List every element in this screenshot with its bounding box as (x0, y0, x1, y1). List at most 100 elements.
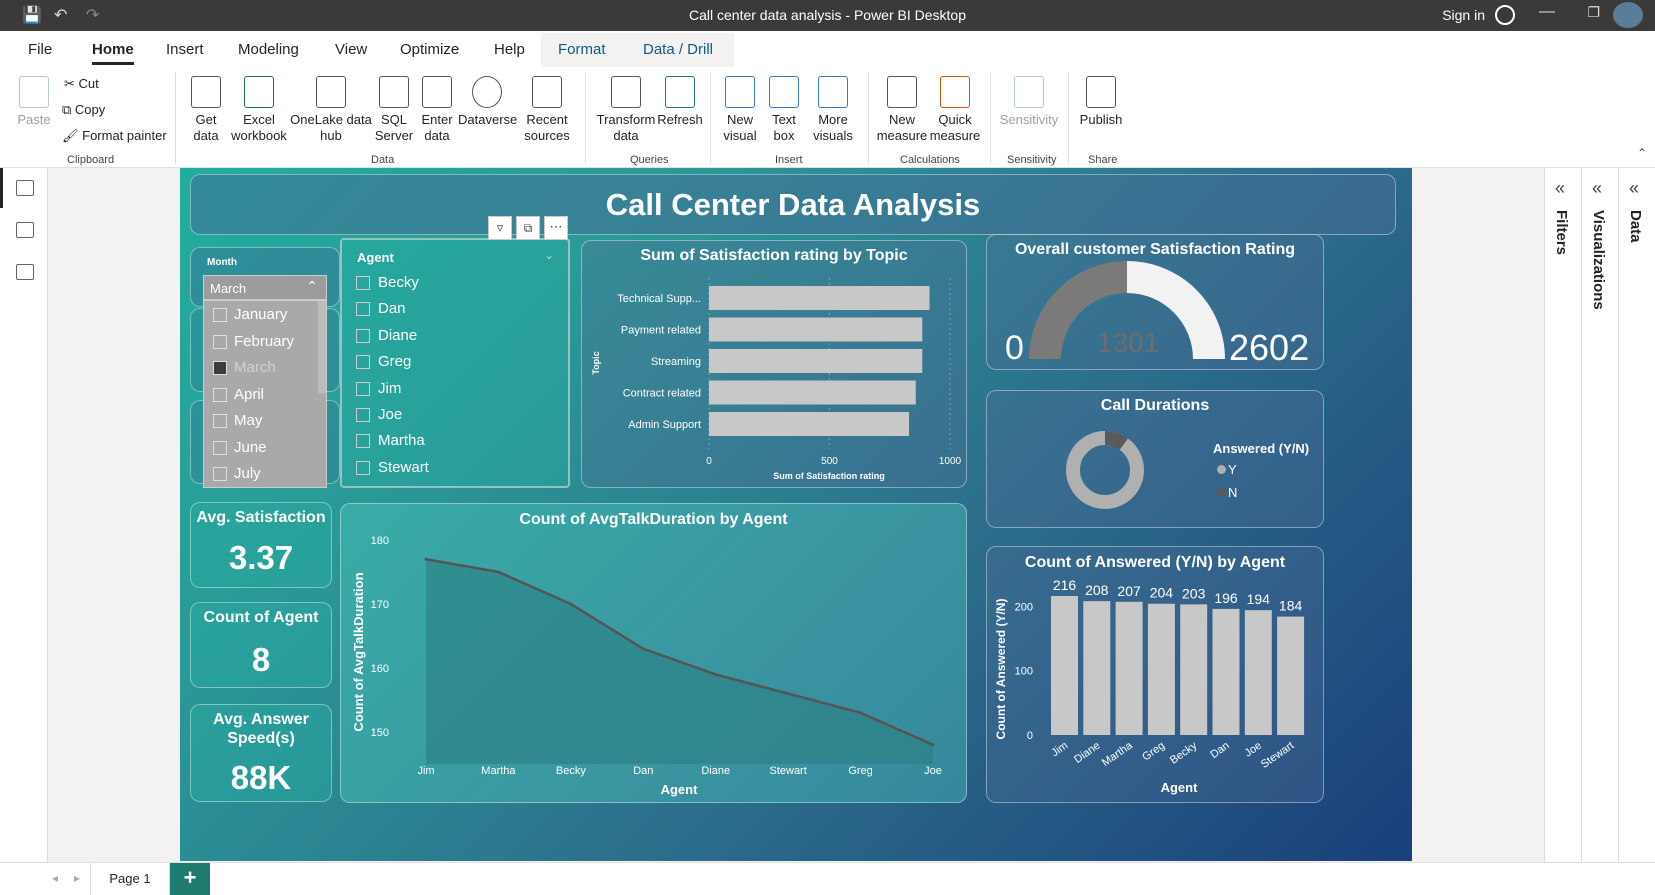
transform-data-button[interactable]: Transform data (592, 76, 660, 144)
checkbox[interactable] (213, 440, 227, 455)
checkbox[interactable] (213, 414, 227, 428)
checkbox[interactable] (356, 460, 370, 475)
month-item-june[interactable]: June (204, 437, 314, 461)
next-page-icon[interactable]: ▸ (74, 871, 81, 885)
more-visuals-button[interactable]: More visuals (806, 76, 860, 144)
report-view-icon[interactable] (16, 180, 34, 196)
excel-workbook-button[interactable]: Excel workbook (228, 76, 290, 144)
menu-insert[interactable]: Insert (166, 41, 204, 58)
agent-item-martha[interactable]: Martha (354, 430, 554, 454)
prev-page-icon[interactable]: ◂ (52, 871, 59, 885)
answered-by-agent-chart[interactable]: Count of Answered (Y/N) by Agent 0 100 200… (986, 546, 1324, 803)
undo-icon[interactable]: ↶ (54, 7, 68, 24)
month-list-scrollbar[interactable] (318, 301, 326, 393)
month-item-march[interactable]: March (204, 357, 314, 381)
agent-item-label: Jim (378, 379, 402, 397)
text-box-button[interactable]: Text box (762, 76, 806, 144)
more-options-icon[interactable]: ⋯ (544, 216, 568, 240)
chevron-down-icon[interactable]: ⌄ (543, 248, 554, 262)
checkbox[interactable] (356, 302, 370, 317)
menu-data-drill[interactable]: Data / Drill (643, 41, 714, 58)
save-icon[interactable]: 💾 (22, 7, 42, 24)
account-icon[interactable] (1495, 5, 1515, 25)
add-page-button[interactable]: + (170, 863, 210, 895)
chevrons-left-icon[interactable]: « (1555, 178, 1566, 198)
recent-sources-button[interactable]: Recent sources (516, 76, 578, 144)
menu-optimize[interactable]: Optimize (400, 41, 460, 58)
model-view-icon[interactable] (16, 264, 34, 280)
collapse-ribbon-icon[interactable]: ⌃ (1636, 146, 1647, 160)
new-measure-button[interactable]: New measure (876, 76, 928, 144)
dataverse-button[interactable]: Dataverse (458, 76, 517, 128)
onelake-button[interactable]: OneLake data hub (290, 76, 372, 144)
sign-in-link[interactable]: Sign in (1442, 7, 1485, 23)
table-view-icon[interactable] (16, 222, 34, 238)
checkbox[interactable] (213, 387, 227, 402)
checkbox[interactable] (356, 381, 370, 396)
cut-button[interactable]: ✂ Cut (64, 76, 99, 91)
paste-button[interactable]: Paste (14, 76, 54, 128)
checkbox[interactable] (213, 361, 227, 375)
agent-item-greg[interactable]: Greg (354, 351, 554, 375)
checkbox[interactable] (356, 328, 370, 343)
month-item-february[interactable]: February (204, 331, 314, 355)
screenshot-tool-icon[interactable] (1613, 2, 1643, 28)
agent-item-jim[interactable]: Jim (354, 378, 554, 402)
refresh-button[interactable]: Refresh (656, 76, 704, 128)
satisfaction-gauge-card[interactable]: Overall customer Satisfaction Rating 0 1… (986, 234, 1324, 370)
agent-item-joe[interactable]: Joe (354, 404, 554, 428)
month-item-january[interactable]: January (204, 304, 314, 328)
agent-item-stewart[interactable]: Stewart (354, 457, 554, 481)
restore-icon[interactable]: ❐ (1587, 4, 1600, 20)
agent-item-diane[interactable]: Diane (354, 325, 554, 349)
checkbox[interactable] (213, 308, 227, 322)
x-tick-label: Greg (848, 765, 872, 777)
filter-icon[interactable]: ▿ (488, 216, 512, 240)
new-visual-button[interactable]: New visual (718, 76, 762, 144)
agent-item-label: Martha (378, 432, 425, 450)
call-durations-card[interactable]: Call Durations Answered (Y/N) Y N (986, 390, 1324, 528)
minimize-icon[interactable]: — (1539, 3, 1555, 20)
satisfaction-by-topic-chart[interactable]: Sum of Satisfaction rating by Topic 0 500… (581, 240, 967, 488)
chevron-up-icon[interactable]: ⌃ (306, 278, 318, 294)
chevrons-left-icon[interactable]: « (1629, 178, 1640, 198)
sensitivity-button[interactable]: Sensitivity (996, 76, 1062, 128)
month-dropdown[interactable]: March ⌃ (203, 275, 327, 300)
menu-file[interactable]: File (28, 41, 53, 58)
sql-server-button[interactable]: SQL Server (372, 76, 416, 144)
menu-view[interactable]: View (335, 41, 368, 58)
format-painter-button[interactable]: 🖌 Format painter (62, 128, 167, 143)
checkbox[interactable] (356, 408, 370, 422)
menu-modeling[interactable]: Modeling (238, 41, 299, 58)
visualizations-pane[interactable]: « Visualizations (1581, 168, 1617, 862)
copy-button[interactable]: ⧉ Copy (62, 102, 106, 117)
checkbox[interactable] (356, 276, 370, 290)
redo-icon[interactable]: ↷ (86, 7, 100, 24)
checkbox[interactable] (213, 334, 227, 349)
agent-item-becky[interactable]: Becky (354, 272, 554, 296)
quick-measure-button[interactable]: Quick measure (928, 76, 982, 144)
enter-data-button[interactable]: Enter data (416, 76, 458, 144)
agent-slicer[interactable]: Agent ⌄ Becky Dan Diane Greg Jim Joe Martha Ste… (340, 238, 570, 488)
chevrons-left-icon[interactable]: « (1592, 178, 1603, 198)
checkbox[interactable] (356, 355, 370, 370)
publish-button[interactable]: Publish (1076, 76, 1126, 128)
menu-format[interactable]: Format (558, 41, 606, 58)
talk-duration-area-chart[interactable]: Count of AvgTalkDuration by Agent 150 160… (340, 503, 967, 803)
agent-item-dan[interactable]: Dan (354, 298, 554, 322)
kpi-count-agent[interactable]: Count of Agent 8 (190, 602, 332, 688)
month-item-april[interactable]: April (204, 384, 314, 408)
checkbox[interactable] (213, 467, 227, 481)
page-tab-1[interactable]: Page 1 (90, 863, 170, 895)
menu-home[interactable]: Home (92, 41, 134, 65)
get-data-button[interactable]: Get data (184, 76, 228, 144)
menu-help[interactable]: Help (494, 41, 525, 58)
kpi-avg-answer-speed[interactable]: Avg. Answer Speed(s) 88K (190, 704, 332, 802)
filters-pane[interactable]: « Filters (1544, 168, 1580, 862)
focus-mode-icon[interactable]: ⧉ (516, 216, 540, 240)
checkbox[interactable] (356, 434, 370, 449)
month-item-may[interactable]: May (204, 410, 314, 434)
month-item-july[interactable]: July (204, 463, 314, 487)
kpi-avg-satisfaction[interactable]: Avg. Satisfaction 3.37 (190, 502, 332, 588)
data-pane[interactable]: « Data (1618, 168, 1654, 862)
